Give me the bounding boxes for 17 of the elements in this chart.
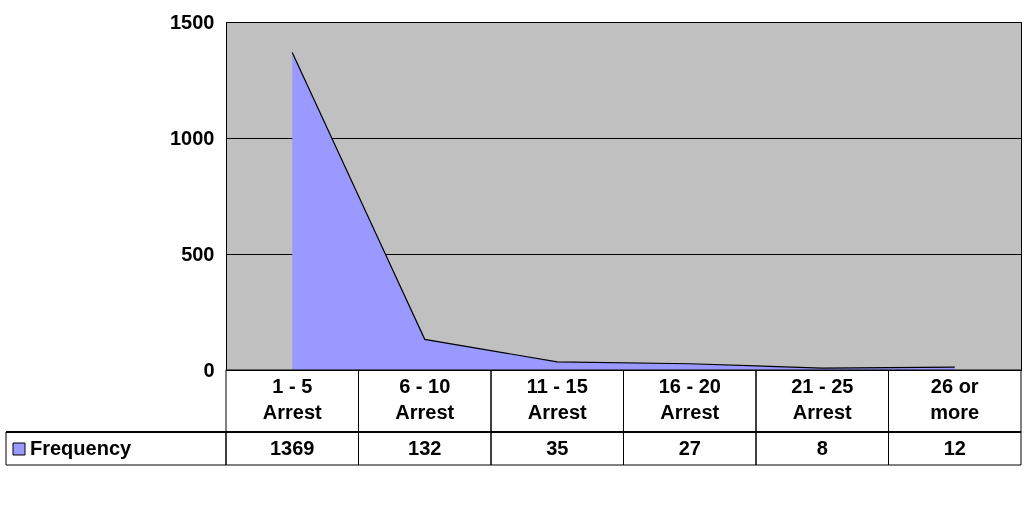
data-label: 132 (408, 437, 442, 459)
x-tick-label: 26 or more (930, 375, 980, 423)
data-label: 27 (678, 437, 701, 459)
legend-label: Frequency (30, 437, 133, 459)
data-label: 8 (816, 437, 828, 459)
y-tick-label: 0 (203, 358, 215, 381)
x-tick-label: 1 - 5 Arrest (262, 375, 323, 423)
data-label: 35 (546, 437, 569, 459)
x-tick-label: 16 - 20 Arrest (658, 375, 721, 423)
x-tick-label: 11 - 15 Arrest (526, 375, 588, 423)
y-tick-label: 1000 (170, 126, 215, 149)
x-tick-label: 6 - 10 Arrest (395, 375, 455, 423)
data-label: 12 (943, 437, 966, 459)
y-tick-label: 500 (181, 242, 215, 265)
y-tick-label: 1500 (170, 10, 215, 33)
data-label: 1369 (270, 437, 315, 459)
x-tick-label: 21 - 25 Arrest (791, 375, 854, 423)
